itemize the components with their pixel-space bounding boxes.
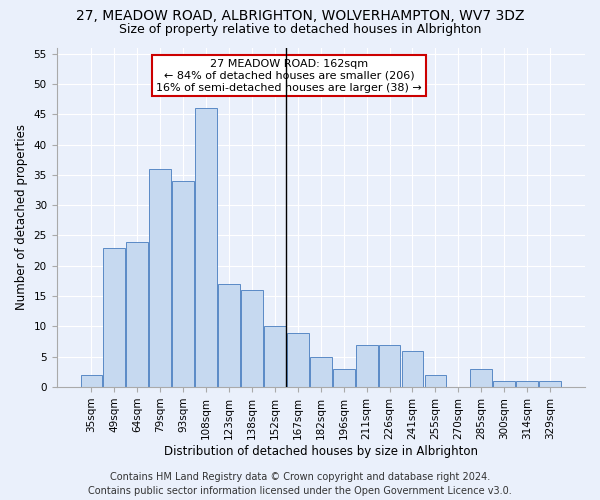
- Bar: [127, 242, 148, 387]
- Bar: [539, 381, 561, 387]
- Bar: [470, 369, 492, 387]
- Y-axis label: Number of detached properties: Number of detached properties: [15, 124, 28, 310]
- Bar: [516, 381, 538, 387]
- Bar: [264, 326, 286, 387]
- Text: 27 MEADOW ROAD: 162sqm
← 84% of detached houses are smaller (206)
16% of semi-de: 27 MEADOW ROAD: 162sqm ← 84% of detached…: [156, 60, 422, 92]
- Bar: [401, 350, 424, 387]
- Bar: [287, 332, 309, 387]
- Bar: [149, 169, 171, 387]
- Bar: [310, 357, 332, 387]
- Bar: [356, 344, 377, 387]
- Text: Contains HM Land Registry data © Crown copyright and database right 2024.
Contai: Contains HM Land Registry data © Crown c…: [88, 472, 512, 496]
- Bar: [218, 284, 240, 387]
- X-axis label: Distribution of detached houses by size in Albrighton: Distribution of detached houses by size …: [164, 444, 478, 458]
- Bar: [195, 108, 217, 387]
- Bar: [333, 369, 355, 387]
- Bar: [103, 248, 125, 387]
- Bar: [379, 344, 400, 387]
- Bar: [172, 181, 194, 387]
- Bar: [425, 375, 446, 387]
- Bar: [80, 375, 103, 387]
- Text: Size of property relative to detached houses in Albrighton: Size of property relative to detached ho…: [119, 22, 481, 36]
- Bar: [493, 381, 515, 387]
- Bar: [241, 290, 263, 387]
- Text: 27, MEADOW ROAD, ALBRIGHTON, WOLVERHAMPTON, WV7 3DZ: 27, MEADOW ROAD, ALBRIGHTON, WOLVERHAMPT…: [76, 9, 524, 23]
